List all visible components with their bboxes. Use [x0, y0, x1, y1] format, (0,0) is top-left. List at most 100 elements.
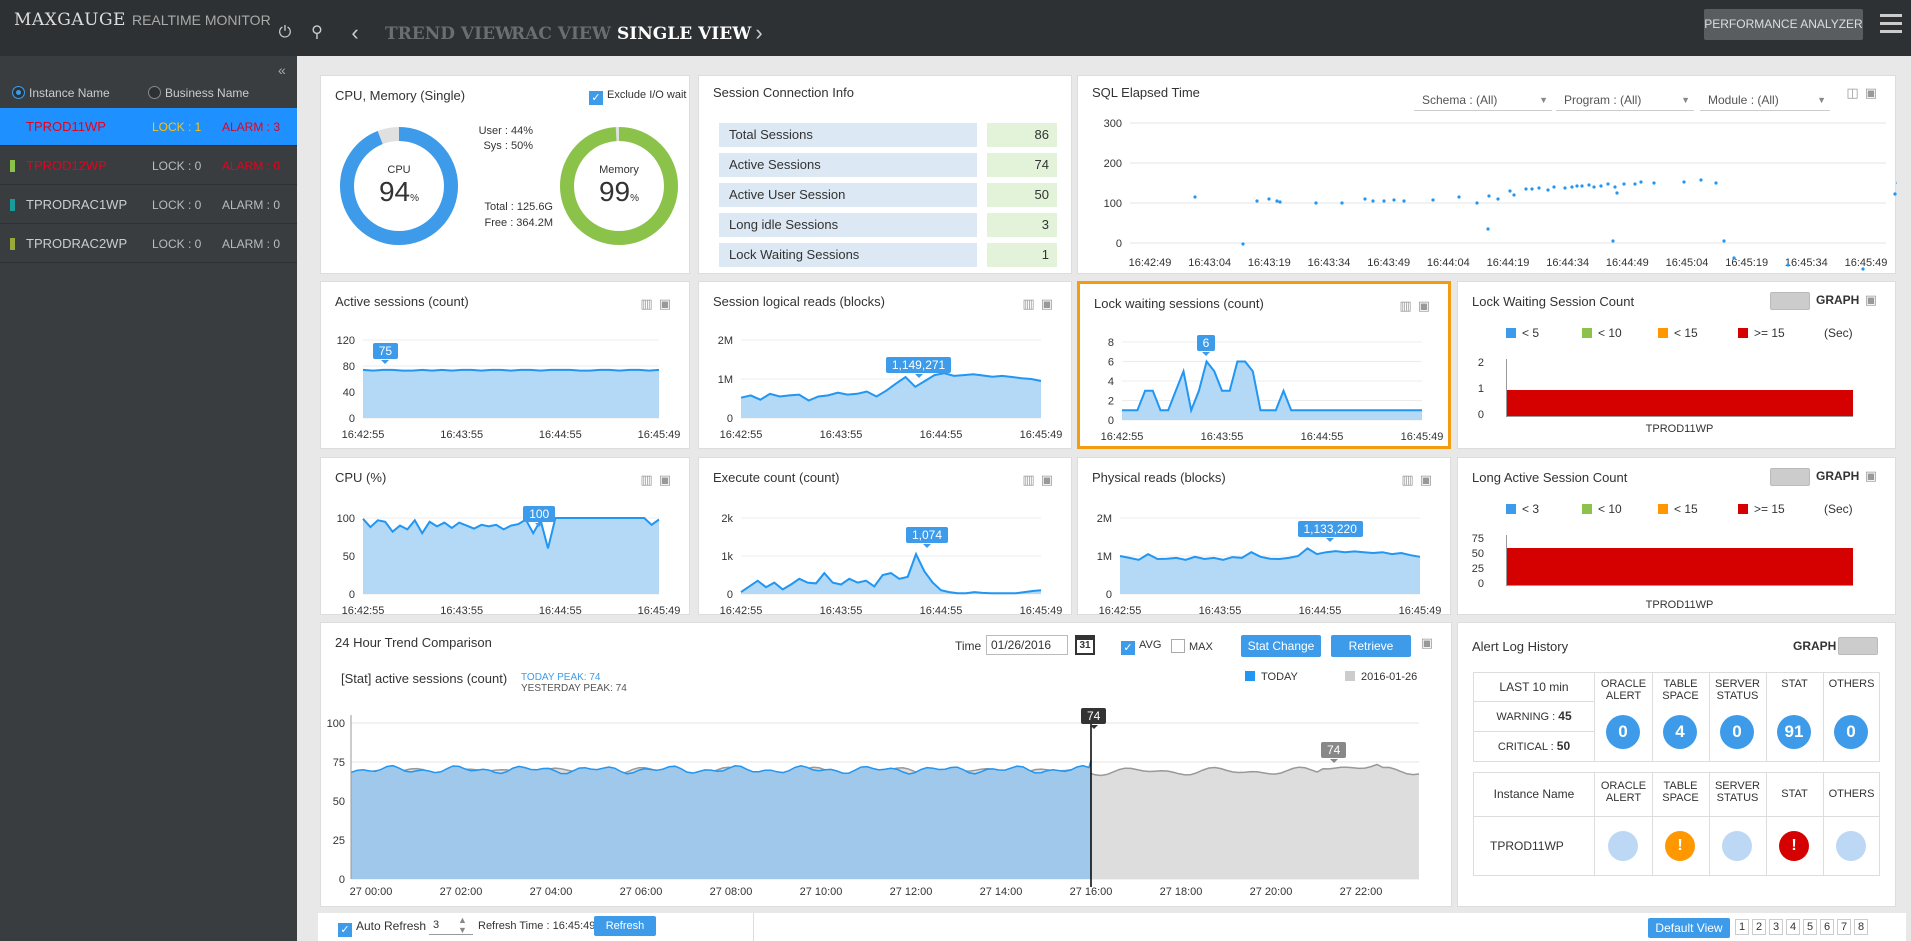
scatter-point	[1652, 181, 1656, 185]
instance-color-marker	[10, 121, 15, 133]
y-tick: 2M	[718, 335, 733, 347]
page-number-button[interactable]: 8	[1854, 919, 1868, 935]
scatter-point	[1580, 184, 1584, 188]
business-name-radio[interactable]: Business Name	[148, 86, 249, 100]
monitor-search-icon[interactable]: ⚲	[311, 24, 323, 41]
session-value: 1	[987, 243, 1057, 267]
x-tick: 16:45:49	[638, 429, 681, 441]
lock-count: LOCK : 0	[152, 237, 202, 251]
alert-column-header: ORACLE ALERT	[1595, 678, 1652, 702]
performance-analyzer-button[interactable]: PERFORMANCE ANALYZER	[1704, 9, 1863, 40]
long-active-count-panel: Long Active Session Count GRAPH ▣ < 3 < …	[1457, 457, 1896, 615]
plug-icon[interactable]: ⏻	[278, 24, 292, 41]
retrieve-button[interactable]: Retrieve	[1331, 635, 1411, 657]
graph-toggle[interactable]	[1770, 292, 1810, 310]
warning-status-icon[interactable]: !	[1665, 831, 1695, 861]
peak-value-tag: 100	[523, 506, 556, 528]
page-number-button[interactable]: 4	[1786, 919, 1800, 935]
page-number-button[interactable]: 2	[1752, 919, 1766, 935]
alert-column-header: TABLE SPACE	[1652, 678, 1709, 702]
module-select[interactable]: Module : (All)	[1700, 89, 1830, 111]
program-select[interactable]: Program : (All)	[1556, 89, 1694, 111]
nav-single-view[interactable]: SINGLE VIEW	[617, 24, 752, 44]
y-tick: 2k	[721, 513, 733, 525]
ok-status-icon[interactable]	[1608, 831, 1638, 861]
y-tick: 25	[1471, 563, 1484, 575]
panel-icons[interactable]: ▥▣	[1022, 296, 1059, 311]
refresh-button[interactable]: Refresh	[594, 916, 656, 936]
scatter-point	[1563, 186, 1567, 190]
alert-count-badge[interactable]: 91	[1777, 715, 1811, 749]
scatter-point	[1599, 184, 1603, 188]
session-value: 50	[987, 183, 1057, 207]
alert-col-line2: SPACE	[1662, 690, 1699, 702]
settings-icon[interactable]: ▣	[1864, 468, 1883, 483]
panel-icons[interactable]: ▥▣	[1022, 472, 1059, 487]
page-number-button[interactable]: 1	[1735, 919, 1749, 935]
y-tick: 0	[1108, 415, 1114, 427]
prev-arrow-icon[interactable]: ‹	[351, 20, 359, 45]
legend-lt10: < 10	[1582, 502, 1622, 516]
scatter-point	[1241, 242, 1245, 246]
legend-today: TODAY	[1245, 671, 1298, 683]
alert-count-badge[interactable]: 0	[1720, 715, 1754, 749]
page-number-button[interactable]: 7	[1837, 919, 1851, 935]
avg-checkbox[interactable]: ✓ AVG	[1121, 639, 1161, 655]
alert-count-badge[interactable]: 0	[1606, 715, 1640, 749]
panel-icons[interactable]: ▥▣	[640, 472, 677, 487]
alert-count-badge[interactable]: 0	[1834, 715, 1868, 749]
schema-select[interactable]: Schema : (All)	[1414, 89, 1552, 111]
graph-toggle[interactable]	[1770, 468, 1810, 486]
panel-icons[interactable]: ◫▣	[1846, 85, 1883, 100]
status-col-line2: ALERT	[1605, 792, 1642, 804]
page-number-button[interactable]: 3	[1769, 919, 1783, 935]
nav-rac-view[interactable]: RAC VIEW	[511, 24, 611, 44]
auto-refresh-checkbox[interactable]: ✓ Auto Refresh	[338, 919, 426, 937]
panel-icons[interactable]: ▥▣	[640, 296, 677, 311]
next-arrow-icon[interactable]: ›	[755, 20, 763, 45]
scatter-point	[1861, 267, 1865, 271]
instance-row[interactable]: TPROD12WP LOCK : 0 ALARM : 0	[0, 147, 297, 185]
date-input[interactable]: 01/26/2016	[986, 635, 1068, 655]
scatter-point	[1475, 201, 1479, 205]
instance-row[interactable]: TPRODRAC1WP LOCK : 0 ALARM : 0	[0, 186, 297, 224]
y-tick: 0	[349, 413, 355, 425]
panel-icons[interactable]: ▥▣	[1399, 298, 1436, 313]
scatter-point	[1622, 182, 1626, 186]
scatter-point	[1682, 180, 1686, 184]
settings-icon[interactable]: ▣	[1864, 292, 1883, 307]
nav-trend-view[interactable]: TREND VIEW	[385, 24, 515, 44]
series-area	[1120, 548, 1420, 594]
x-tick: 27 04:00	[530, 886, 573, 898]
graph-toggle[interactable]	[1838, 637, 1878, 655]
refresh-interval-input[interactable]: 3	[429, 919, 473, 935]
default-view-button[interactable]: Default View	[1648, 918, 1730, 938]
warning-status-icon[interactable]: !	[1779, 831, 1809, 861]
trend-comparison-panel: 24 Hour Trend Comparison Time 01/26/2016…	[320, 622, 1452, 907]
alarm-count: ALARM : 0	[222, 198, 281, 212]
alert-col-line2: STATUS	[1716, 690, 1759, 702]
scatter-point	[1278, 200, 1282, 204]
ok-status-icon[interactable]	[1836, 831, 1866, 861]
interval-stepper[interactable]: ▲ ▼	[458, 915, 467, 935]
stat-change-button[interactable]: Stat Change	[1241, 635, 1321, 657]
calendar-icon[interactable]: 31	[1075, 635, 1095, 655]
alarm-count: ALARM : 0	[222, 159, 281, 173]
menu-icon[interactable]	[1880, 14, 1902, 34]
x-tick: 16:45:49	[1020, 605, 1063, 616]
collapse-sidebar-icon[interactable]: «	[278, 62, 286, 78]
max-checkbox[interactable]: MAX	[1171, 639, 1213, 653]
scatter-point	[1255, 199, 1259, 203]
exclude-io-wait-checkbox[interactable]: ✓ Exclude I/O wait	[589, 89, 686, 105]
instance-name: TPRODRAC1WP	[26, 197, 128, 212]
instance-row[interactable]: TPRODRAC2WP LOCK : 0 ALARM : 0	[0, 225, 297, 263]
x-tick: 27 22:00	[1340, 886, 1383, 898]
panel-icons[interactable]: ▥▣	[1401, 472, 1438, 487]
page-number-button[interactable]: 5	[1803, 919, 1817, 935]
instance-name-radio[interactable]: Instance Name	[12, 86, 110, 100]
page-number-button[interactable]: 6	[1820, 919, 1834, 935]
ok-status-icon[interactable]	[1722, 831, 1752, 861]
instance-row[interactable]: TPROD11WP LOCK : 1 ALARM : 3	[0, 108, 297, 146]
export-icon[interactable]: ▣	[1420, 635, 1439, 650]
alert-count-badge[interactable]: 4	[1663, 715, 1697, 749]
